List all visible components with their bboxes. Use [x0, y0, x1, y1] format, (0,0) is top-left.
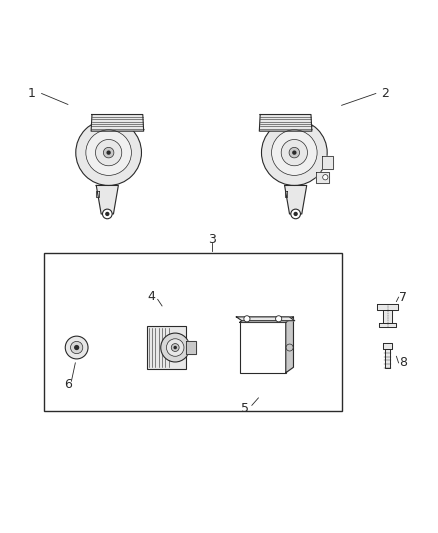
Polygon shape	[383, 311, 392, 323]
Bar	[147, 326, 186, 369]
Text: 3: 3	[208, 233, 216, 246]
Circle shape	[76, 120, 141, 185]
Polygon shape	[385, 349, 390, 368]
Polygon shape	[91, 115, 144, 131]
Text: 7: 7	[399, 290, 407, 304]
Text: 4: 4	[147, 290, 155, 303]
Polygon shape	[240, 317, 293, 322]
Polygon shape	[322, 156, 333, 169]
Circle shape	[166, 339, 184, 356]
Circle shape	[105, 212, 110, 216]
Circle shape	[95, 140, 122, 166]
Polygon shape	[259, 115, 312, 131]
Text: 2: 2	[381, 87, 389, 100]
Circle shape	[173, 346, 177, 349]
Polygon shape	[286, 317, 293, 373]
Text: 5: 5	[241, 402, 249, 415]
Polygon shape	[377, 304, 398, 311]
Polygon shape	[285, 185, 307, 214]
Circle shape	[74, 345, 79, 350]
Polygon shape	[379, 323, 396, 327]
Circle shape	[161, 333, 190, 362]
Polygon shape	[96, 185, 118, 214]
Circle shape	[276, 316, 282, 322]
Circle shape	[171, 344, 179, 351]
Circle shape	[289, 147, 300, 158]
Circle shape	[261, 120, 327, 185]
Circle shape	[106, 150, 111, 155]
Circle shape	[86, 130, 131, 175]
Circle shape	[65, 336, 88, 359]
Circle shape	[103, 147, 114, 158]
Circle shape	[286, 344, 293, 351]
Circle shape	[323, 175, 328, 180]
Text: 8: 8	[399, 357, 407, 369]
Bar	[44, 253, 342, 411]
Polygon shape	[285, 191, 287, 197]
Text: 6: 6	[64, 378, 72, 391]
Polygon shape	[96, 191, 99, 197]
Circle shape	[292, 150, 297, 155]
Polygon shape	[237, 317, 295, 321]
Polygon shape	[186, 341, 196, 354]
Polygon shape	[316, 172, 329, 183]
Circle shape	[291, 209, 300, 219]
Circle shape	[244, 316, 250, 322]
Circle shape	[71, 342, 83, 354]
Circle shape	[293, 212, 298, 216]
Circle shape	[102, 209, 112, 219]
Polygon shape	[383, 343, 392, 349]
Circle shape	[281, 140, 307, 166]
Text: 1: 1	[28, 87, 35, 100]
Circle shape	[272, 130, 317, 175]
Bar	[240, 322, 286, 373]
